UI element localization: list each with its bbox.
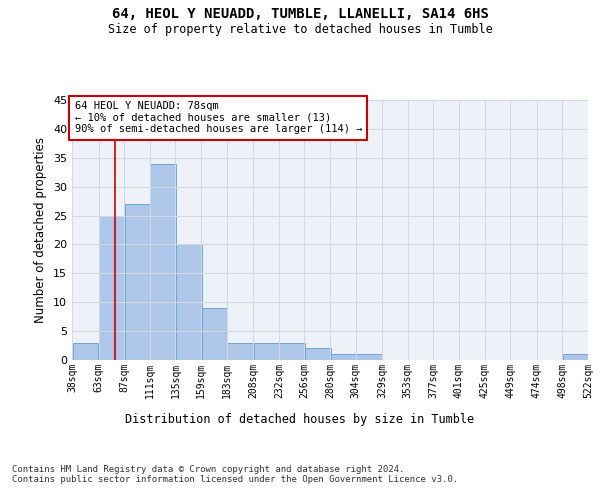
- Text: Distribution of detached houses by size in Tumble: Distribution of detached houses by size …: [125, 412, 475, 426]
- Bar: [73, 342, 98, 360]
- Bar: [125, 204, 151, 360]
- Bar: [227, 342, 253, 360]
- Text: Contains HM Land Registry data © Crown copyright and database right 2024.
Contai: Contains HM Land Registry data © Crown c…: [12, 465, 458, 484]
- Bar: [176, 244, 202, 360]
- Bar: [305, 348, 331, 360]
- Bar: [331, 354, 356, 360]
- Bar: [99, 216, 125, 360]
- Text: 64, HEOL Y NEUADD, TUMBLE, LLANELLI, SA14 6HS: 64, HEOL Y NEUADD, TUMBLE, LLANELLI, SA1…: [112, 8, 488, 22]
- Y-axis label: Number of detached properties: Number of detached properties: [34, 137, 47, 323]
- Bar: [254, 342, 280, 360]
- Text: 64 HEOL Y NEUADD: 78sqm
← 10% of detached houses are smaller (13)
90% of semi-de: 64 HEOL Y NEUADD: 78sqm ← 10% of detache…: [74, 102, 362, 134]
- Bar: [151, 164, 176, 360]
- Text: Size of property relative to detached houses in Tumble: Size of property relative to detached ho…: [107, 22, 493, 36]
- Bar: [202, 308, 227, 360]
- Bar: [356, 354, 382, 360]
- Bar: [563, 354, 589, 360]
- Bar: [280, 342, 305, 360]
